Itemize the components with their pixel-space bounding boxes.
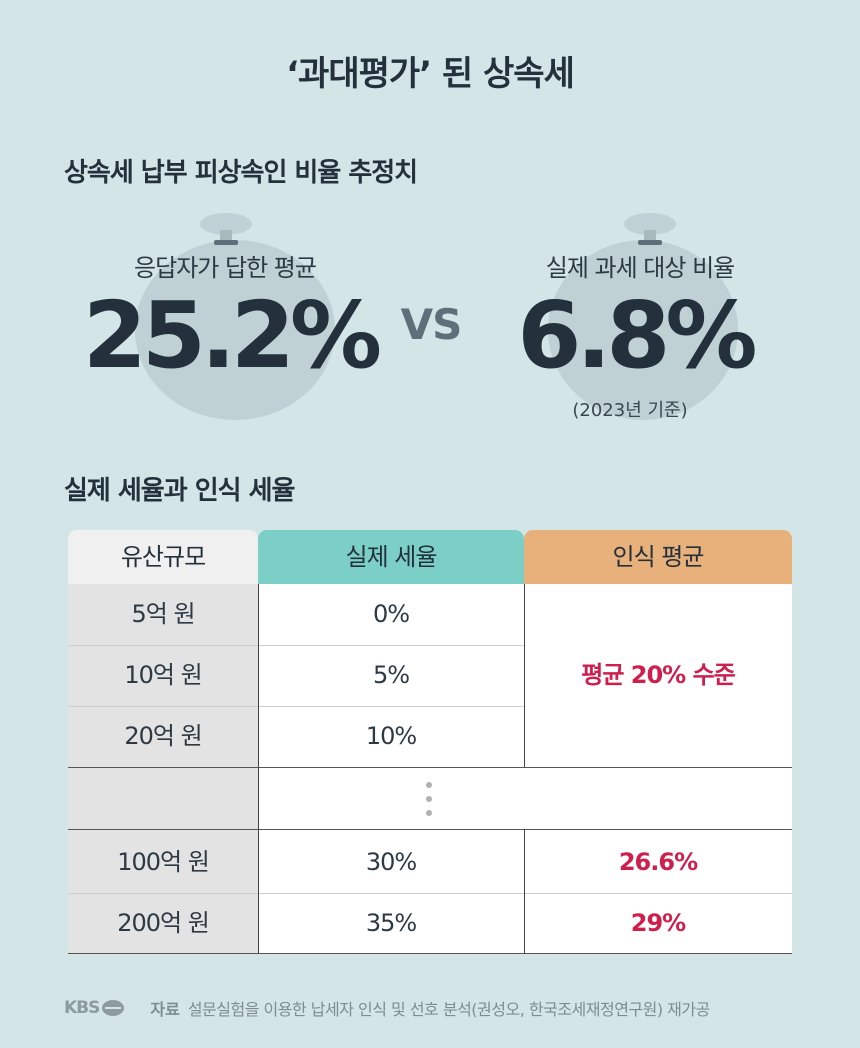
table-row-size: 5억 원 <box>131 600 195 628</box>
table-row-actual: 30% <box>365 848 417 876</box>
ellipsis-dot <box>426 782 432 788</box>
row-divider <box>68 893 792 894</box>
basis-year-note: (2023년 기준) <box>572 400 688 421</box>
column-divider <box>258 584 259 954</box>
respondent-average-value: 25.2% <box>82 282 382 389</box>
section-heading-tax-rate: 실제 세율과 인식 세율 <box>64 476 295 506</box>
kbs-mark-icon <box>102 1000 125 1016</box>
table-row-size: 100억 원 <box>117 848 210 876</box>
table-row-size: 20억 원 <box>124 722 202 750</box>
kbs-logo-text: KBS <box>64 998 100 1018</box>
money-bag-icon <box>135 240 335 420</box>
column-divider <box>524 829 525 954</box>
source-label: 자료 <box>150 1000 180 1019</box>
table-row-size: 200억 원 <box>117 909 210 937</box>
kbs-logo: KBS <box>64 998 125 1018</box>
column-divider <box>524 584 525 767</box>
table-row-actual: 35% <box>365 909 417 937</box>
section-heading-ratio: 상속세 납부 피상속인 비율 추정치 <box>64 158 418 188</box>
merged-perceived-average: 평균 20% 수준 <box>581 661 735 689</box>
table-row-actual: 0% <box>372 600 410 628</box>
table-row-perceived: 29% <box>630 909 686 937</box>
actual-ratio-label: 실제 과세 대상 비율 <box>545 254 736 282</box>
row-divider <box>68 645 524 646</box>
header-perceived-average: 인식 평균 <box>524 530 792 584</box>
page-title: ‘과대평가’ 된 상속세 <box>286 54 575 94</box>
table-bottom-line <box>68 953 792 954</box>
row-divider <box>68 767 792 768</box>
row-divider <box>68 829 792 830</box>
respondent-average-label: 응답자가 답한 평균 <box>134 254 317 282</box>
header-actual-rate: 실제 세율 <box>258 530 524 584</box>
bag-knot-icon <box>624 213 676 245</box>
row-divider <box>68 706 524 707</box>
table-row-actual: 10% <box>365 722 417 750</box>
money-bag-icon <box>548 240 738 420</box>
header-estate-size: 유산규모 <box>68 530 258 584</box>
table-row-perceived: 26.6% <box>618 848 698 876</box>
footer: KBS 자료 설문실험을 이용한 납세자 인식 및 선호 분석(권성오, 한국조… <box>64 996 710 1020</box>
versus-label: VS <box>400 300 463 349</box>
source-text: 설문실험을 이용한 납세자 인식 및 선호 분석(권성오, 한국조세재정연구원)… <box>187 1000 711 1019</box>
table-row-size: 10억 원 <box>124 661 202 689</box>
bag-knot-icon <box>200 213 252 245</box>
ellipsis-dot <box>426 810 432 816</box>
table-row-actual: 5% <box>372 661 410 689</box>
actual-ratio-value: 6.8% <box>517 282 757 389</box>
ellipsis-dot <box>426 796 432 802</box>
tax-rate-table: 유산규모 실제 세율 인식 평균 5억 원 0% 10억 원 5% 20억 원 … <box>68 530 792 954</box>
